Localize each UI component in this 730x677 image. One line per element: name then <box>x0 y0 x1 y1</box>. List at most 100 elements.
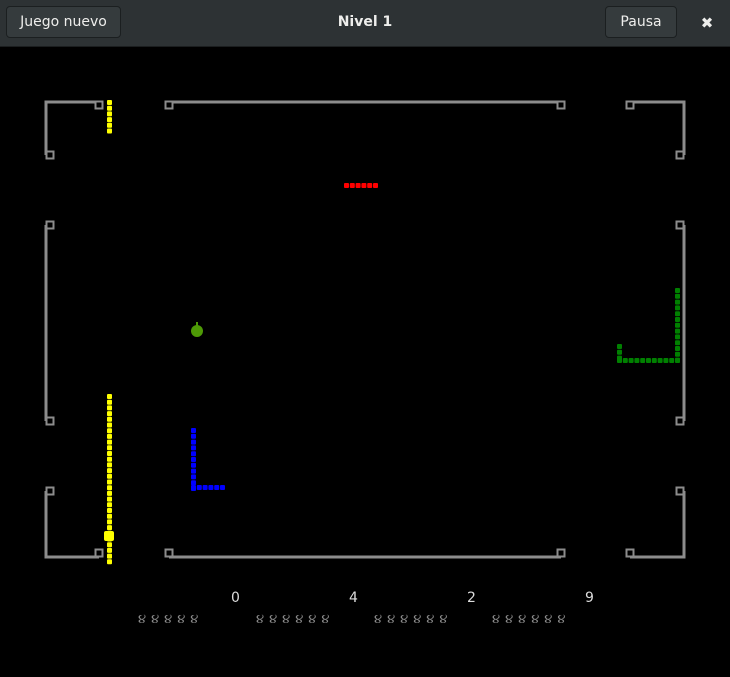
snake-segment <box>107 428 112 434</box>
worm-icon: ૪ <box>518 612 528 627</box>
snake-segment <box>355 183 361 188</box>
close-icon[interactable]: ✖ <box>700 14 714 32</box>
worm-icon: ૪ <box>308 612 318 627</box>
snake-segment <box>675 351 680 357</box>
player3-score: 2 <box>467 590 476 606</box>
snake-segment <box>669 358 675 363</box>
worm-icon: ૪ <box>426 612 436 627</box>
worm-icon: ૪ <box>164 612 174 627</box>
snake-segment <box>663 358 669 363</box>
snake-segment <box>675 299 680 305</box>
snake-head <box>104 531 114 541</box>
snake-segment <box>202 485 208 490</box>
snake-segment <box>107 513 112 519</box>
snake-segment <box>191 433 196 439</box>
snake-segment <box>675 358 680 363</box>
snake-segment <box>191 451 196 457</box>
worm-icon: ૪ <box>269 612 279 627</box>
wall-cap <box>675 416 685 426</box>
snake-segment <box>107 394 112 399</box>
wall-cap <box>556 100 566 110</box>
wall-cap <box>556 548 566 558</box>
snake-segment <box>675 346 680 351</box>
player2-score: 4 <box>349 590 358 606</box>
snake-segment <box>220 485 225 490</box>
snake-segment <box>349 183 355 188</box>
wall-cap <box>675 486 685 496</box>
worm-icon: ૪ <box>413 612 423 627</box>
worm-icon: ૪ <box>492 612 502 627</box>
worm-icon: ૪ <box>321 612 331 627</box>
header-bar: Juego nuevo Nivel 1 Pausa ✖ <box>0 0 730 47</box>
snake-segment <box>191 468 196 474</box>
wall-cap <box>164 100 174 110</box>
wall-cap <box>94 548 104 558</box>
worm-icon: ૪ <box>439 612 449 627</box>
snake-segment <box>107 485 112 491</box>
snake-segment <box>634 358 640 363</box>
snake-segment <box>367 183 373 188</box>
snake-segment <box>107 462 112 468</box>
snake-red <box>344 183 378 188</box>
snake-segment <box>107 559 112 565</box>
snake-segment <box>675 334 680 340</box>
snake-segment <box>107 473 112 479</box>
worm-icon: ૪ <box>256 612 266 627</box>
snake-segment <box>361 183 367 188</box>
apple-icon <box>191 322 203 337</box>
worm-icon: ૪ <box>282 612 292 627</box>
snake-segment <box>675 288 680 293</box>
snake-segment <box>191 428 196 433</box>
worm-icon: ૪ <box>374 612 384 627</box>
snake-segment <box>107 502 112 508</box>
snake-segment <box>107 439 112 445</box>
snake-segment <box>107 105 112 111</box>
worm-icon: ૪ <box>190 612 200 627</box>
snake-segment <box>107 490 112 496</box>
new-game-button[interactable]: Juego nuevo <box>6 6 121 38</box>
snake-segment <box>107 111 112 117</box>
snake-segment <box>675 328 680 334</box>
snake-segment <box>107 468 112 474</box>
worm-icon: ૪ <box>531 612 541 627</box>
snake-segment <box>675 317 680 322</box>
snake-segment <box>107 479 112 485</box>
snake-segment <box>191 480 196 486</box>
snake-segment <box>107 519 112 525</box>
snake-segment <box>191 445 196 451</box>
snake-segment <box>214 485 220 490</box>
snake-segment <box>622 358 628 363</box>
player4-score: 9 <box>585 590 594 606</box>
snake-yellow <box>104 100 114 565</box>
snake-segment <box>675 305 680 311</box>
snake-green <box>617 288 680 363</box>
snake-segment <box>107 100 112 105</box>
snake-segment <box>107 542 112 548</box>
snake-segment <box>107 525 112 531</box>
snake-segment <box>107 416 112 422</box>
snake-segment <box>344 183 349 188</box>
pause-button[interactable]: Pausa <box>605 6 677 38</box>
snake-segment <box>675 340 680 346</box>
snake-segment <box>617 355 622 361</box>
wall-cap <box>45 416 55 426</box>
snake-segment <box>107 433 112 439</box>
snake-segment <box>646 358 651 363</box>
worm-icon: ૪ <box>138 612 148 627</box>
wall-cap <box>675 150 685 160</box>
snake-segment <box>617 344 622 349</box>
snake-segment <box>107 128 112 134</box>
snake-segment <box>107 547 112 553</box>
snake-segment <box>107 553 112 559</box>
snake-segment <box>628 358 634 363</box>
wall-cap <box>45 150 55 160</box>
wall-cap <box>45 486 55 496</box>
snake-segment <box>191 474 196 480</box>
snake-segment <box>107 496 112 502</box>
worm-icon: ૪ <box>400 612 410 627</box>
snake-segment <box>196 485 202 490</box>
snake-segment <box>107 422 112 428</box>
